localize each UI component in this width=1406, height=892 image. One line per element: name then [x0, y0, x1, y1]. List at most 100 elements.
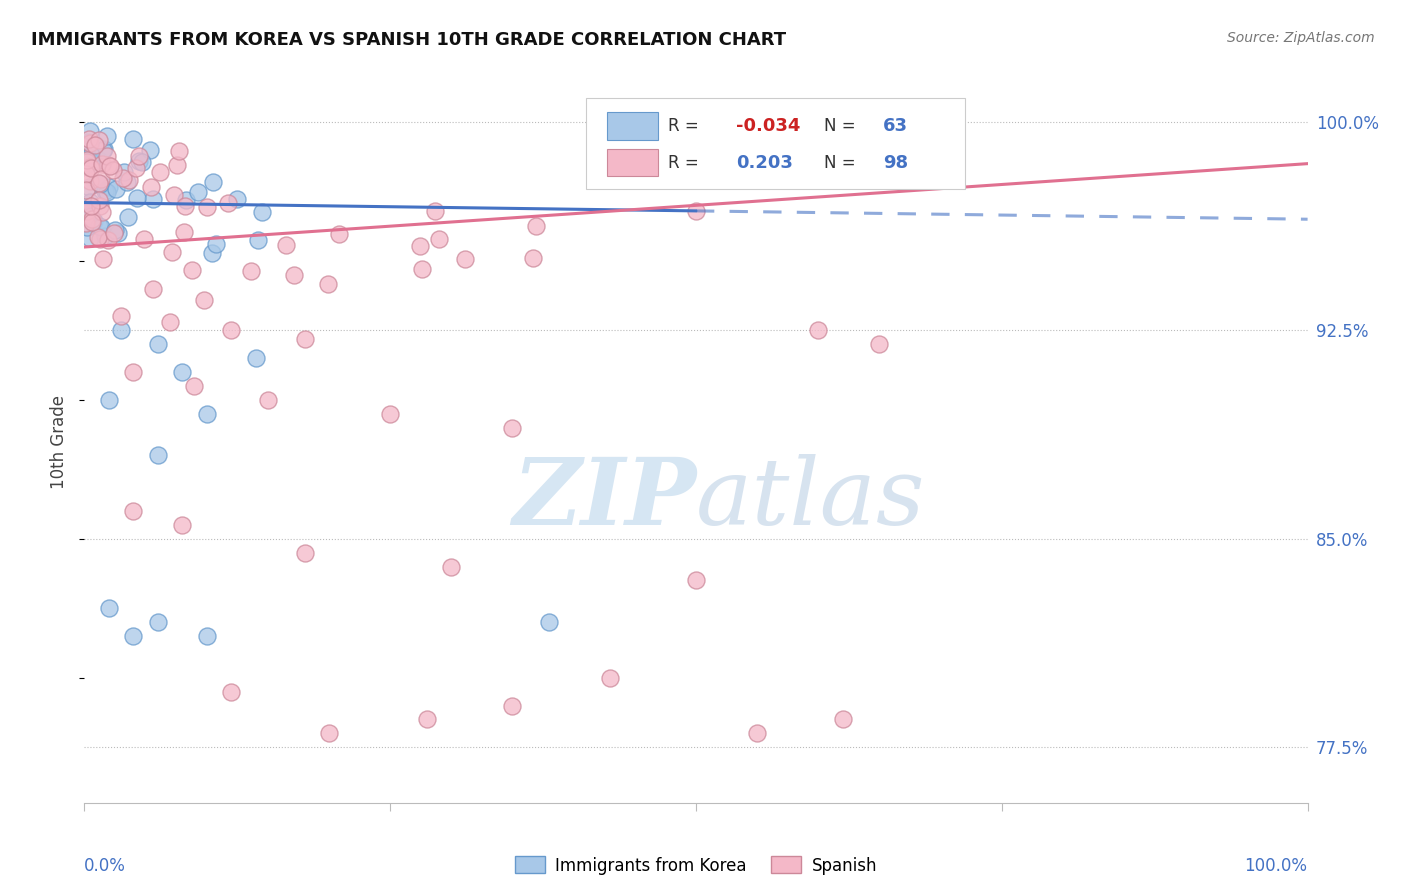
Point — [141, 180, 163, 194]
Point — [250, 204, 273, 219]
Point — [522, 251, 544, 265]
Point — [80, 212, 103, 227]
Point — [167, 145, 190, 159]
Legend: Immigrants from Korea, Spanish: Immigrants from Korea, Spanish — [509, 850, 883, 881]
Point — [219, 684, 242, 698]
Point — [131, 154, 153, 169]
Text: 0.0%: 0.0% — [84, 857, 127, 875]
Point — [122, 629, 145, 643]
Text: N =: N = — [824, 117, 862, 135]
Point — [409, 239, 432, 253]
Point — [142, 192, 165, 206]
Point — [90, 219, 112, 234]
Point — [110, 323, 132, 337]
Point — [77, 161, 100, 175]
Point — [128, 153, 150, 168]
Point — [201, 245, 224, 260]
FancyBboxPatch shape — [586, 98, 965, 189]
Point — [132, 232, 155, 246]
Point — [112, 171, 135, 186]
Point — [103, 226, 125, 240]
Point — [245, 351, 267, 366]
Point — [117, 210, 139, 224]
Point — [217, 196, 239, 211]
Point — [75, 182, 97, 196]
Point — [89, 219, 111, 233]
Point — [831, 713, 853, 727]
Point — [90, 205, 112, 219]
Point — [125, 161, 148, 175]
Point — [101, 163, 124, 178]
Point — [318, 726, 340, 740]
Point — [76, 219, 98, 234]
Point — [105, 182, 128, 196]
Point — [226, 192, 249, 206]
Point — [181, 262, 204, 277]
Point — [77, 135, 100, 149]
Point — [294, 546, 316, 560]
Point — [90, 172, 112, 186]
Point — [328, 227, 350, 241]
Text: 0.203: 0.203 — [737, 153, 793, 171]
Point — [380, 407, 402, 421]
Point — [89, 199, 111, 213]
Point — [146, 337, 169, 351]
Point — [94, 184, 117, 198]
Point — [172, 517, 194, 532]
Point — [121, 132, 143, 146]
Point — [122, 504, 145, 518]
Point — [79, 136, 101, 151]
Point — [524, 219, 547, 233]
Text: R =: R = — [668, 153, 704, 171]
Point — [104, 223, 127, 237]
Point — [80, 199, 103, 213]
Text: 100.0%: 100.0% — [1244, 857, 1308, 875]
Point — [747, 726, 769, 740]
Point — [685, 203, 707, 218]
Point — [112, 164, 135, 178]
Point — [257, 392, 280, 407]
Point — [685, 574, 707, 588]
Point — [502, 420, 524, 434]
Point — [183, 379, 205, 393]
Point — [79, 160, 101, 174]
Point — [139, 143, 162, 157]
Point — [89, 232, 111, 246]
Text: -0.034: -0.034 — [737, 117, 800, 135]
Point — [93, 142, 115, 156]
Point — [142, 282, 165, 296]
Point — [77, 179, 100, 194]
Point — [599, 671, 621, 685]
Point — [97, 180, 120, 194]
Point — [97, 158, 120, 172]
Point — [89, 133, 111, 147]
FancyBboxPatch shape — [606, 149, 658, 177]
Point — [195, 407, 218, 421]
Point — [454, 252, 477, 266]
Point — [80, 148, 103, 162]
Point — [96, 148, 118, 162]
Point — [76, 203, 98, 218]
FancyBboxPatch shape — [606, 112, 658, 139]
Point — [166, 158, 188, 172]
Point — [80, 161, 103, 176]
Point — [97, 392, 120, 407]
Text: Source: ZipAtlas.com: Source: ZipAtlas.com — [1227, 31, 1375, 45]
Point — [91, 143, 114, 157]
Point — [87, 153, 110, 167]
Point — [110, 310, 132, 324]
Point — [294, 332, 316, 346]
Point — [96, 129, 118, 144]
Point — [318, 277, 340, 291]
Point — [869, 337, 891, 351]
Point — [146, 615, 169, 630]
Point — [172, 365, 194, 379]
Point — [87, 194, 110, 208]
Point — [83, 214, 105, 228]
Point — [76, 198, 98, 212]
Point — [247, 234, 270, 248]
Point — [193, 293, 215, 307]
Point — [76, 153, 98, 167]
Point — [159, 315, 181, 329]
Point — [94, 228, 117, 243]
